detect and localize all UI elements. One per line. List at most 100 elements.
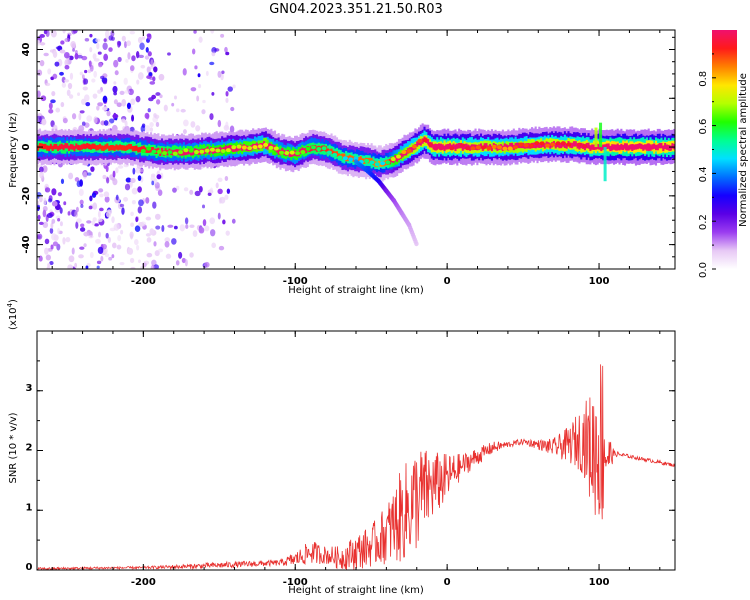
spectrogram-noise-cell — [51, 200, 58, 207]
spectrogram-noise-cell — [128, 88, 134, 96]
spectrogram-noise-cell — [145, 197, 150, 204]
spectrogram-noise-cell — [84, 69, 88, 74]
spectrogram-noise-cell — [43, 52, 49, 57]
spectrogram-noise-cell — [150, 264, 156, 269]
spectrogram-peak-cell — [289, 150, 295, 155]
spectrogram-ridge-cell — [219, 146, 222, 152]
spectrogram-ridge-cell — [479, 143, 483, 149]
spectrogram-noise-cell — [226, 188, 231, 194]
spectrogram-noise-cell — [217, 188, 223, 195]
spectrogram-noise-cell — [38, 166, 44, 173]
spectrogram-noise-cell — [117, 165, 124, 169]
spectrogram-ridge-cell — [57, 145, 60, 152]
spectrogram-noise-cell — [74, 177, 80, 182]
spectrogram-noise-cell — [192, 230, 198, 238]
spectrogram-noise-cell — [145, 233, 151, 237]
spectrogram-ridge-cell — [208, 149, 211, 155]
spectrogram-noise-cell — [195, 125, 201, 132]
spectrogram-noise-cell — [106, 177, 110, 184]
spectrogram-noise-cell — [59, 71, 64, 76]
spectrogram-ridge-cell — [558, 142, 561, 149]
snr-x-ticks: -200 -100 0 100 — [51, 331, 661, 588]
spectrogram-spike — [603, 147, 607, 182]
spectrogram-noise-cell — [89, 33, 93, 38]
spectrogram-ridge-cell — [129, 144, 133, 150]
spectrogram-ridge-cell — [534, 143, 537, 149]
spectrogram-y-tick-label: 0 — [21, 144, 32, 151]
snr-x-tick-label: -100 — [283, 577, 308, 588]
spectrogram-noise-cell — [146, 252, 153, 258]
spectrogram-ridge-cell — [341, 153, 344, 159]
spectrogram-noise-cell — [146, 33, 152, 38]
spectrogram-peak-cell — [624, 146, 630, 151]
spectrogram-noise-cell — [130, 98, 136, 106]
spectrogram-noise-cell — [123, 77, 128, 85]
spectrogram-peak-cell — [268, 145, 274, 150]
spectrogram-noise-cell — [202, 99, 206, 104]
spectrogram-ridge-cell — [516, 142, 519, 148]
spectrogram-noise-cell — [51, 188, 57, 196]
spectrogram-noise-cell — [189, 252, 194, 258]
spectrogram-peak-cell — [465, 146, 471, 151]
spectrogram-noise-cell — [129, 231, 134, 239]
spectrogram-noise-cell — [150, 173, 156, 178]
spectrogram-noise-cell — [219, 196, 226, 204]
spectrogram-noise-cell — [84, 37, 90, 42]
spectrogram-ridge-cell — [439, 143, 442, 150]
spectrogram-noise-cell — [46, 266, 51, 269]
spectrogram-peak-cell — [566, 142, 572, 147]
spectrogram-ridge-cell — [139, 146, 142, 153]
spectrogram-noise-cell — [113, 91, 118, 96]
spectrogram-noise-cell — [78, 188, 84, 197]
spectrogram-ridge-cell — [277, 149, 280, 155]
spectrogram-noise-cell — [150, 65, 154, 70]
snr-y-tick-label: 2 — [26, 443, 33, 454]
spectrogram-peak-cell — [273, 146, 279, 151]
spectrogram-noise-cell — [149, 122, 154, 128]
spectrogram-noise-cell — [81, 121, 86, 126]
spectrogram-noise-cell — [62, 237, 66, 245]
spectrogram-noise-cell — [232, 84, 236, 89]
spectrogram-ridge-cell — [135, 145, 138, 151]
spectrogram-ridge-cell — [335, 151, 339, 157]
snr-multiplier-exponent: 4 — [6, 302, 14, 307]
spectrogram-noise-cell — [227, 86, 233, 92]
spectrogram-noise-cell — [217, 119, 222, 128]
spectrogram-noise-cell — [44, 247, 49, 255]
spectrogram-y-label: Frequency (Hz) — [8, 112, 19, 188]
spectrogram-noise-cell — [57, 227, 60, 235]
spectrogram-noise-cell — [95, 38, 101, 43]
spectrogram-noise-cell — [93, 116, 98, 124]
spectrogram-ridge-cell — [438, 143, 441, 149]
colorbar-tick-label: 0.2 — [698, 214, 709, 230]
spectrogram-noise-cell — [102, 42, 108, 51]
spectrogram-noise-cell — [88, 60, 92, 67]
spectrogram-noise-cell — [71, 30, 76, 35]
spectrogram-ridge-cell — [122, 145, 125, 151]
spectrogram-noise-cell — [140, 125, 146, 133]
spectrogram-ridge-cell — [394, 155, 397, 161]
spectrogram-peak-cell — [661, 145, 667, 150]
spectrogram-noise-cell — [98, 231, 101, 238]
spectrogram-ridge-cell — [150, 147, 153, 153]
spectrogram-noise-cell — [144, 112, 150, 119]
snr-frame — [36, 330, 676, 571]
spectrogram-noise-cell — [103, 38, 107, 43]
spectrogram-ridge-cell — [560, 142, 563, 149]
spectrogram-peak-cell — [507, 146, 513, 151]
spectrogram-ridge-cell — [111, 144, 114, 151]
spectrogram-x-ticks: -200 -100 0 100 — [51, 30, 661, 287]
spectrogram-noise-cell — [152, 76, 156, 82]
spectrogram-noise-cell — [79, 227, 86, 232]
spectrogram-noise-cell — [49, 261, 54, 266]
spectrogram-noise-cell — [37, 214, 41, 220]
spectrogram-noise-cell — [155, 99, 161, 105]
spectrogram-noise-cell — [153, 178, 158, 184]
spectrogram-noise-cell — [194, 190, 201, 197]
spectrogram-ridge-cell — [124, 145, 127, 152]
spectrogram-peak-cell — [225, 148, 231, 153]
spectrogram-noise-cell — [37, 235, 41, 239]
spectrogram-ridge-cell — [164, 148, 167, 154]
spectrogram-noise-cell — [78, 112, 82, 121]
